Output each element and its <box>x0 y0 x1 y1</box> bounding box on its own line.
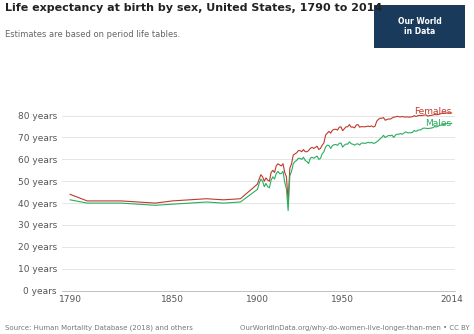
Text: Females: Females <box>414 107 452 116</box>
Text: OurWorldInData.org/why-do-women-live-longer-than-men • CC BY: OurWorldInData.org/why-do-women-live-lon… <box>239 325 469 331</box>
Text: Estimates are based on period life tables.: Estimates are based on period life table… <box>5 30 180 39</box>
Text: Males: Males <box>426 119 452 128</box>
Text: Source: Human Mortality Database (2018) and others: Source: Human Mortality Database (2018) … <box>5 324 192 331</box>
Text: Life expectancy at birth by sex, United States, 1790 to 2014: Life expectancy at birth by sex, United … <box>5 3 382 13</box>
Text: Our World
in Data: Our World in Data <box>398 17 441 36</box>
